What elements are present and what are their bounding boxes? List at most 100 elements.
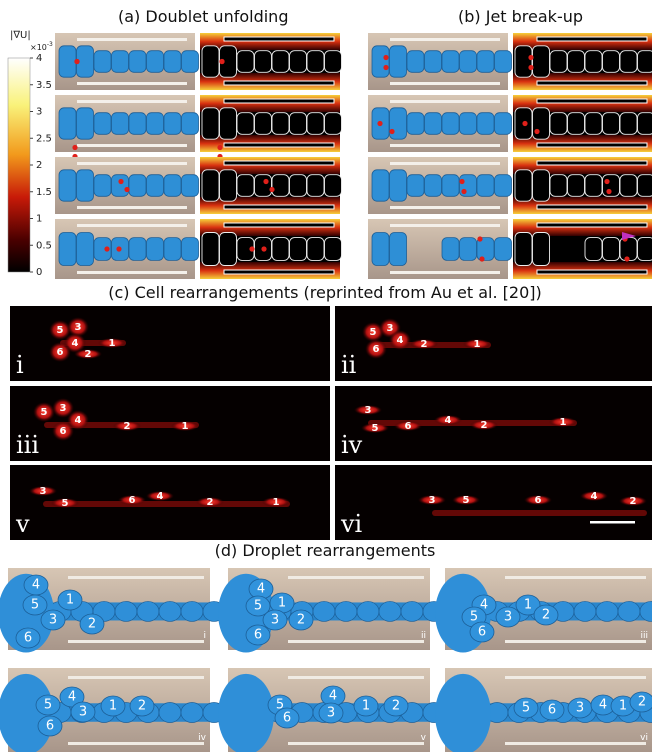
wall-bar [537, 161, 647, 165]
droplet [59, 108, 76, 139]
cell-number: 6 [373, 344, 380, 355]
cell-outline [272, 238, 289, 261]
tracer-dot [477, 236, 482, 241]
droplet [129, 238, 146, 261]
droplet-number: 6 [478, 625, 486, 640]
cell-number: 1 [109, 338, 116, 349]
frame-label: v [15, 510, 30, 538]
multiplier-exp: -3 [47, 41, 53, 48]
frame-label: vi [640, 733, 648, 743]
droplet-number: 1 [109, 699, 117, 714]
panel-b-title: (b) Jet break-up [458, 7, 583, 26]
wall-bar [537, 143, 647, 147]
cell-number: 4 [591, 491, 598, 502]
tracer-dot [479, 256, 484, 261]
cell-outline [533, 170, 550, 201]
colorbar-tick-label: 1 [36, 214, 42, 225]
cell-outline [202, 233, 219, 266]
droplet-number: 5 [522, 701, 530, 716]
cell-outline [620, 113, 637, 135]
cell-outline [290, 238, 307, 261]
frame-label: v [421, 733, 427, 743]
micrograph [368, 219, 512, 279]
channel-wall [68, 742, 204, 745]
cell-outline [585, 51, 602, 73]
tracer-dot [116, 246, 121, 251]
droplet [372, 170, 389, 201]
droplet [59, 170, 76, 201]
frame-label: vi [340, 510, 363, 538]
droplet [159, 703, 181, 723]
wall-bar [224, 270, 334, 274]
cell-number: 6 [57, 347, 64, 358]
droplet-number: 1 [524, 598, 532, 613]
droplet-number: 5 [254, 599, 262, 614]
cell-outline [533, 108, 550, 139]
droplet [115, 601, 137, 621]
channel-wall [390, 224, 500, 227]
cell-outline [325, 175, 342, 197]
droplet [159, 601, 181, 621]
cell-outline [290, 51, 307, 73]
channel-wall [68, 640, 204, 643]
droplet [94, 51, 111, 73]
colorbar-tick-label: 2.5 [36, 133, 52, 144]
cell-outline [307, 175, 324, 197]
tracer-dot [74, 59, 79, 64]
wall-bar [224, 161, 334, 165]
channel-wall [390, 144, 500, 147]
droplet-number: 3 [271, 613, 279, 628]
cell-outline [307, 238, 324, 261]
droplet [618, 601, 640, 621]
cell-outline [515, 170, 532, 201]
field-map [200, 95, 342, 159]
cell-number: 2 [481, 420, 488, 431]
tracer-dot [624, 256, 629, 261]
cell-number: 1 [560, 417, 567, 428]
field-map [513, 157, 652, 214]
tracer-dot [534, 129, 539, 134]
droplet [596, 601, 618, 621]
cell-outline [202, 108, 219, 139]
field-map [513, 33, 652, 90]
colorbar-tick-label: 0.5 [36, 240, 52, 251]
cell-outline [515, 233, 532, 266]
cell-outline [290, 175, 307, 197]
droplet [164, 238, 181, 261]
frame-label: i [203, 631, 206, 641]
cell-outline [585, 175, 602, 197]
cell-outline [550, 175, 567, 197]
droplet [390, 233, 407, 266]
tracer-dot [461, 189, 466, 194]
droplet [182, 51, 199, 73]
panel-c-title: (c) Cell rearrangements (reprinted from … [108, 283, 542, 302]
cell-outline [272, 113, 289, 135]
colorbar-tick-label: 4 [36, 53, 42, 64]
cell-streak [43, 501, 290, 507]
wall-bar [537, 270, 647, 274]
cell-outline [585, 238, 602, 261]
droplet-number: 6 [548, 703, 556, 718]
cell-number: 2 [630, 496, 637, 507]
droplet-number: 6 [254, 628, 262, 643]
droplet-number: 4 [68, 690, 76, 705]
channel-wall [288, 676, 424, 679]
channel-wall [390, 271, 500, 274]
droplet [460, 51, 477, 73]
cell-outline [550, 113, 567, 135]
droplet-number: 2 [297, 613, 305, 628]
channel-wall [77, 82, 187, 85]
droplet [407, 51, 424, 73]
droplet [164, 113, 181, 135]
droplet [372, 46, 389, 77]
tracer-dot [377, 121, 382, 126]
droplet [137, 601, 159, 621]
cell-number: 2 [85, 349, 92, 360]
field-map [200, 33, 342, 90]
wall-bar [537, 37, 647, 41]
tracer-dot [261, 246, 266, 251]
colorbar [8, 58, 30, 272]
wall-bar [224, 81, 334, 85]
droplet [495, 113, 512, 135]
droplet-number: 1 [278, 596, 286, 611]
